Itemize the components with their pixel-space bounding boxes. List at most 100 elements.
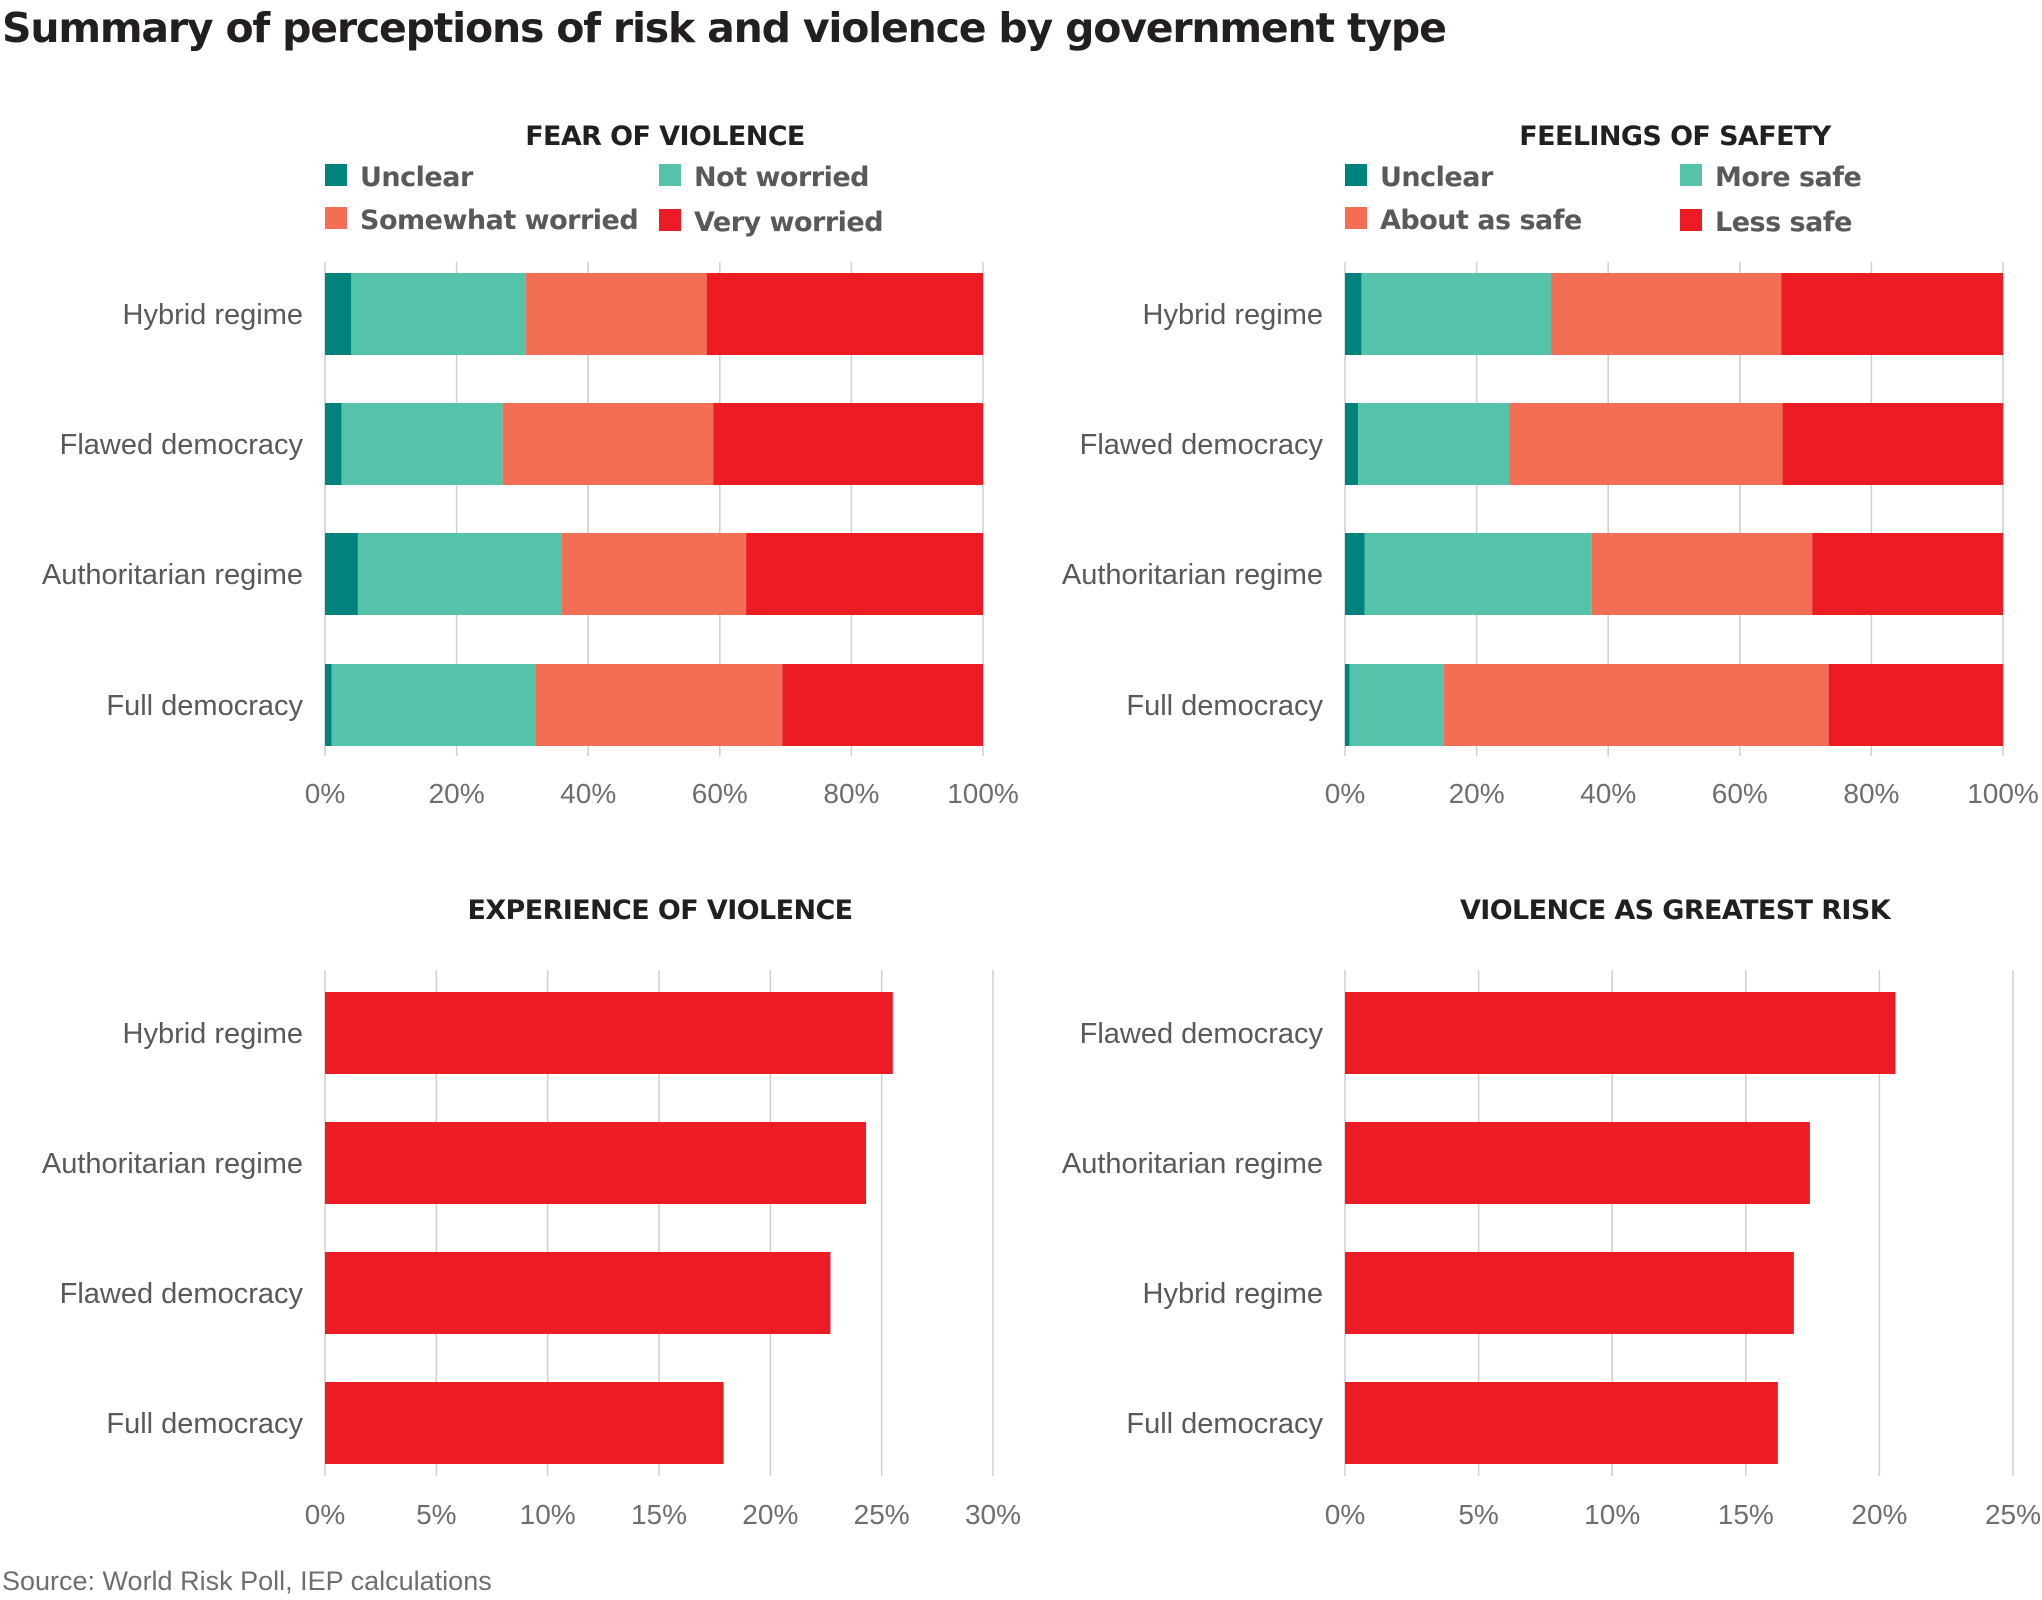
tick-label-experience-6: 30% [965,1499,1021,1530]
chart-title-risk: VIOLENCE AS GREATEST RISK [1460,895,1892,926]
category-label-fear-authoritarian-regime: Authoritarian regime [42,559,303,591]
tick-label-experience-0: 0% [305,1499,345,1530]
chart-title-safety: FEELINGS OF SAFETY [1519,121,1831,152]
legend-label-fear-unclear: Unclear [360,162,474,193]
bar-fear-flawed-democracy-somewhat-worried [503,403,714,485]
category-label-experience-flawed-democracy: Flawed democracy [60,1278,304,1310]
tick-label-experience-1: 5% [416,1499,456,1530]
bar-safety-full-democracy-more-safe [1350,664,1444,746]
bar-safety-flawed-democracy-unclear [1345,403,1358,485]
bar-fear-authoritarian-regime-unclear [325,533,358,615]
bar-safety-flawed-democracy-about-as-safe [1510,403,1783,485]
bar-safety-authoritarian-regime-more-safe [1365,533,1592,615]
tick-label-safety-0: 0% [1325,778,1365,809]
bar-fear-authoritarian-regime-very-worried [746,533,983,615]
bar-fear-full-democracy-very-worried [782,664,983,746]
tick-label-fear-1: 20% [429,778,485,809]
bar-fear-authoritarian-regime-not-worried [358,533,562,615]
bar-safety-authoritarian-regime-about-as-safe [1592,533,1812,615]
bar-fear-hybrid-regime-not-worried [351,273,525,355]
tick-label-experience-3: 15% [631,1499,687,1530]
tick-label-fear-4: 80% [823,778,879,809]
feelings-of-safety-chart: FEELINGS OF SAFETY 0% 20% 40% 60% 80% 100% Hybr… [1062,121,2039,809]
tick-label-safety-5: 100% [1967,778,2039,809]
tick-label-experience-5: 25% [854,1499,910,1530]
bar-fear-flawed-democracy-not-worried [341,403,502,485]
legend-swatch-safety-less-safe [1680,209,1702,231]
tick-label-fear-2: 40% [560,778,616,809]
bar-safety-flawed-democracy-less-safe [1783,403,2003,485]
tick-label-safety-4: 80% [1843,778,1899,809]
experience-of-violence-chart: EXPERIENCE OF VIOLENCE 0% 5% 10% 15% 20% 25% 30… [42,895,1021,1530]
tick-label-safety-2: 40% [1580,778,1636,809]
bar-experience-flawed-democracy [325,1252,830,1334]
bar-safety-hybrid-regime-about-as-safe [1551,273,1781,355]
legend-swatch-fear-not-worried [659,164,681,186]
category-label-risk-full-democracy: Full democracy [1126,1408,1323,1440]
tick-label-fear-0: 0% [305,778,345,809]
legend-swatch-fear-unclear [325,164,347,186]
tick-label-fear-5: 100% [947,778,1019,809]
source-note: Source: World Risk Poll, IEP calculation… [2,1566,492,1597]
bar-safety-flawed-democracy-more-safe [1358,403,1509,485]
bar-safety-hybrid-regime-unclear [1345,273,1361,355]
tick-label-risk-3: 15% [1718,1499,1774,1530]
bar-risk-full-democracy [1345,1382,1778,1464]
violence-greatest-risk-chart: VIOLENCE AS GREATEST RISK 0% 5% 10% 15% 20% 25… [1062,895,2041,1530]
bar-fear-authoritarian-regime-somewhat-worried [562,533,746,615]
category-label-experience-hybrid-regime: Hybrid regime [123,1018,304,1050]
legend-label-safety-about-as-safe: About as safe [1380,205,1582,236]
bar-safety-authoritarian-regime-less-safe [1812,533,2003,615]
charts-svg: FEAR OF VIOLENCE 0% 20% 40% 60% 80% 100% Hybrid… [0,0,2042,1600]
bar-safety-full-democracy-less-safe [1829,664,2003,746]
fear-of-violence-chart: FEAR OF VIOLENCE 0% 20% 40% 60% 80% 100% Hybrid… [42,121,1019,809]
legend-swatch-safety-unclear [1345,164,1367,186]
category-label-safety-flawed-democracy: Flawed democracy [1080,429,1324,461]
bar-risk-authoritarian-regime [1345,1122,1810,1204]
category-label-experience-full-democracy: Full democracy [106,1408,303,1440]
bar-fear-hybrid-regime-somewhat-worried [526,273,707,355]
bar-experience-hybrid-regime [325,992,893,1074]
bar-fear-full-democracy-unclear [325,664,332,746]
category-label-safety-hybrid-regime: Hybrid regime [1143,299,1324,331]
bar-fear-full-democracy-somewhat-worried [536,664,783,746]
bar-fear-hybrid-regime-unclear [325,273,351,355]
chart-title-experience: EXPERIENCE OF VIOLENCE [467,895,852,926]
bar-safety-full-democracy-unclear [1345,664,1350,746]
tick-label-risk-0: 0% [1325,1499,1365,1530]
category-label-fear-full-democracy: Full democracy [106,690,303,722]
category-label-safety-full-democracy: Full democracy [1126,690,1323,722]
legend-label-fear-somewhat-worried: Somewhat worried [360,205,638,236]
tick-label-risk-5: 25% [1985,1499,2041,1530]
chart-title-fear: FEAR OF VIOLENCE [525,121,805,152]
legend-swatch-fear-somewhat-worried [325,207,347,229]
bar-safety-hybrid-regime-less-safe [1781,273,2003,355]
category-label-risk-hybrid-regime: Hybrid regime [1143,1278,1324,1310]
bar-risk-hybrid-regime [1345,1252,1794,1334]
tick-label-risk-1: 5% [1458,1499,1498,1530]
tick-label-risk-2: 10% [1584,1499,1640,1530]
tick-label-safety-3: 60% [1712,778,1768,809]
tick-label-experience-4: 20% [742,1499,798,1530]
bar-safety-full-democracy-about-as-safe [1444,664,1829,746]
tick-label-safety-1: 20% [1449,778,1505,809]
legend-label-safety-more-safe: More safe [1715,162,1861,193]
bar-fear-full-democracy-not-worried [332,664,536,746]
category-label-experience-authoritarian-regime: Authoritarian regime [42,1148,303,1180]
bar-experience-full-democracy [325,1382,724,1464]
bar-safety-hybrid-regime-more-safe [1361,273,1551,355]
charts-area: FEAR OF VIOLENCE 0% 20% 40% 60% 80% 100% Hybrid… [0,0,2042,1600]
category-label-safety-authoritarian-regime: Authoritarian regime [1062,559,1323,591]
tick-label-experience-2: 10% [520,1499,576,1530]
legend-label-fear-not-worried: Not worried [694,162,869,193]
bar-fear-hybrid-regime-very-worried [707,273,983,355]
tick-label-fear-3: 60% [692,778,748,809]
legend-swatch-safety-more-safe [1680,164,1702,186]
legend-swatch-fear-very-worried [659,209,681,231]
bar-fear-flawed-democracy-very-worried [713,403,983,485]
bar-risk-flawed-democracy [1345,992,1895,1074]
category-label-fear-hybrid-regime: Hybrid regime [123,299,304,331]
category-label-risk-authoritarian-regime: Authoritarian regime [1062,1148,1323,1180]
legend-label-safety-unclear: Unclear [1380,162,1494,193]
category-label-risk-flawed-democracy: Flawed democracy [1080,1018,1324,1050]
